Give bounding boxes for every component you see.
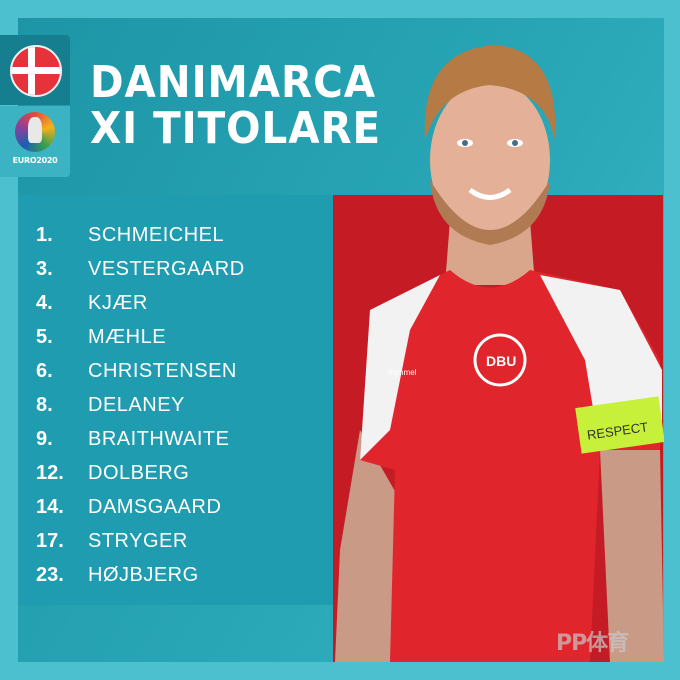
- lineup-row: 5. MÆHLE: [36, 320, 245, 354]
- flag-box: [0, 35, 70, 105]
- player-name: DOLBERG: [88, 461, 190, 484]
- badge-column: EURO2020: [0, 35, 70, 177]
- lineup-row: 23. HØJBJERG: [36, 558, 245, 592]
- player-number: 23.: [36, 563, 64, 586]
- player-photo: RESPECT DBU hummel: [335, 45, 664, 662]
- crest-text: DBU: [486, 353, 516, 369]
- lineup-row: 3. VESTERGAARD: [36, 252, 245, 286]
- smile: [468, 187, 512, 200]
- player-name: CHRISTENSEN: [88, 359, 237, 382]
- player-number: 8.: [36, 393, 53, 416]
- euro2020-logo-text: EURO2020: [12, 156, 58, 165]
- left-arm: [335, 430, 400, 662]
- watermark-logo: PP体育: [556, 631, 629, 656]
- dbu-crest: [473, 333, 527, 387]
- player-number: 9.: [36, 427, 53, 450]
- hair: [424, 45, 556, 140]
- euro2020-box: EURO2020: [0, 106, 70, 177]
- lineup-row: 4. KJÆR: [36, 286, 245, 320]
- lineup-row: 8. DELANEY: [36, 388, 245, 422]
- lineup-row: 14. DAMSGAARD: [36, 490, 245, 524]
- player-number: 1.: [36, 223, 53, 246]
- player-number: 4.: [36, 291, 53, 314]
- right-arm: [600, 450, 664, 662]
- player-number: 6.: [36, 359, 53, 382]
- player-name: KJÆR: [88, 291, 148, 314]
- player-name: STRYGER: [88, 529, 188, 552]
- lineup-row: 9. BRAITHWAITE: [36, 422, 245, 456]
- lineup-row: 1. SCHMEICHEL: [36, 218, 245, 252]
- captain-armband: [575, 396, 664, 454]
- player-number: 17.: [36, 529, 64, 552]
- title-line-1: DANIMARCA: [90, 57, 376, 108]
- denmark-flag-icon: [10, 45, 62, 97]
- kit-brand: hummel: [388, 368, 417, 377]
- player-number: 5.: [36, 325, 53, 348]
- euro2020-trophy-icon: [15, 112, 55, 152]
- page-title: DANIMARCA XI TITOLARE: [90, 60, 381, 152]
- player-name: MÆHLE: [88, 325, 167, 348]
- player-number: 14.: [36, 495, 64, 518]
- white-sleeve-left: [360, 275, 440, 460]
- player-number: 12.: [36, 461, 64, 484]
- red-shirt: [360, 270, 660, 662]
- face: [430, 80, 550, 240]
- player-name: DELANEY: [88, 393, 185, 416]
- player-name: SCHMEICHEL: [88, 223, 225, 246]
- player-name: HØJBJERG: [88, 563, 199, 586]
- player-name: DAMSGAARD: [88, 495, 222, 518]
- player-name: BRAITHWAITE: [88, 427, 230, 450]
- lineup-row: 6. CHRISTENSEN: [36, 354, 245, 388]
- player-number: 3.: [36, 257, 53, 280]
- lineup-panel: [18, 195, 334, 605]
- lineup-row: 12. DOLBERG: [36, 456, 245, 490]
- beard: [430, 180, 550, 245]
- player-name: VESTERGAARD: [88, 257, 245, 280]
- lineup-list: 1. SCHMEICHEL 3. VESTERGAARD 4. KJÆR 5. MÆHLE 6.…: [36, 218, 245, 592]
- lineup-row: 17. STRYGER: [36, 524, 245, 558]
- title-line-2: XI TITOLARE: [90, 103, 382, 154]
